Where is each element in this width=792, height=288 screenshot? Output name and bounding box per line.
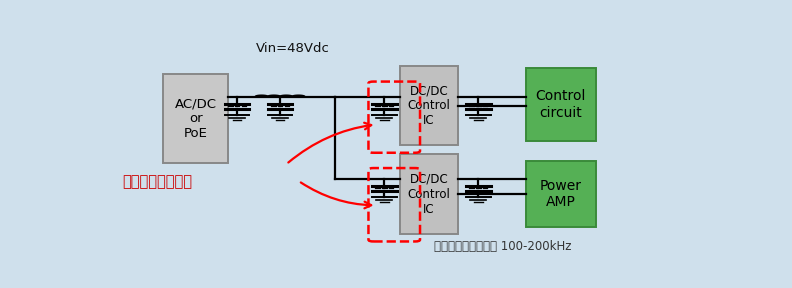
- Text: スイッチング周波数 100-200kHz: スイッチング周波数 100-200kHz: [433, 240, 571, 253]
- FancyBboxPatch shape: [163, 75, 228, 163]
- Text: DC/DC
Control
IC: DC/DC Control IC: [407, 173, 451, 216]
- Text: Control
circuit: Control circuit: [535, 89, 586, 120]
- Text: AC/DC
or
PoE: AC/DC or PoE: [175, 97, 217, 140]
- Text: DC/DC
Control
IC: DC/DC Control IC: [407, 84, 451, 127]
- FancyBboxPatch shape: [400, 66, 458, 145]
- Text: 入力用コンデンサ: 入力用コンデンサ: [122, 175, 192, 190]
- FancyBboxPatch shape: [526, 161, 596, 228]
- FancyBboxPatch shape: [400, 154, 458, 234]
- Text: Vin=48Vdc: Vin=48Vdc: [256, 42, 329, 56]
- Text: Power
AMP: Power AMP: [540, 179, 582, 209]
- FancyBboxPatch shape: [526, 68, 596, 141]
